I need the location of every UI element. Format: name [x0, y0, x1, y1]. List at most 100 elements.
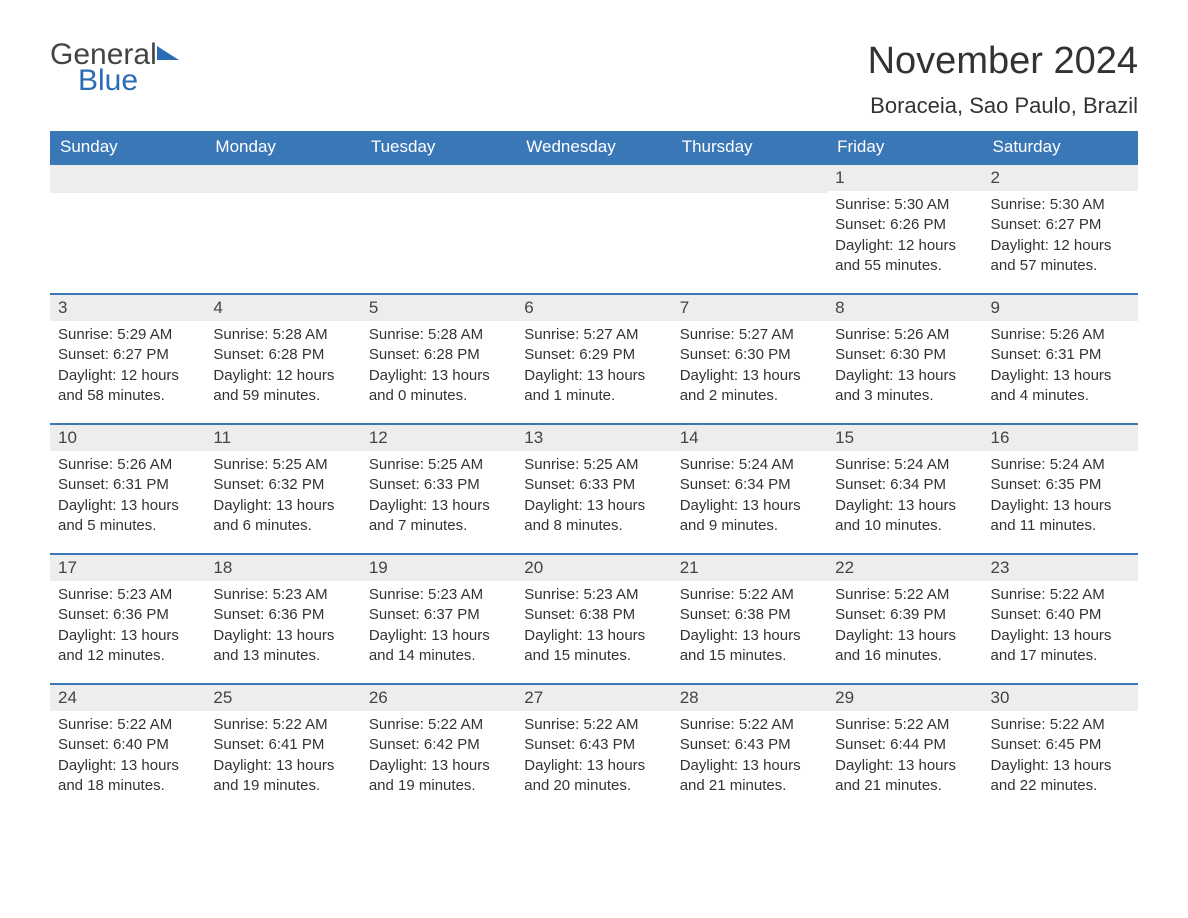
day-body: Sunrise: 5:24 AMSunset: 6:35 PMDaylight:… — [983, 451, 1138, 544]
daylight-line: Daylight: 13 hours and 8 minutes. — [524, 496, 663, 537]
day-number — [50, 165, 205, 193]
day-header: Sunday — [50, 131, 205, 164]
day-header: Saturday — [983, 131, 1138, 164]
sunrise-line: Sunrise: 5:24 AM — [835, 455, 974, 475]
day-body: Sunrise: 5:24 AMSunset: 6:34 PMDaylight:… — [672, 451, 827, 544]
calendar-cell: 5Sunrise: 5:28 AMSunset: 6:28 PMDaylight… — [361, 294, 516, 424]
calendar-cell: 30Sunrise: 5:22 AMSunset: 6:45 PMDayligh… — [983, 684, 1138, 813]
daylight-line: Daylight: 13 hours and 2 minutes. — [680, 366, 819, 407]
day-body: Sunrise: 5:22 AMSunset: 6:43 PMDaylight:… — [516, 711, 671, 804]
day-header-row: SundayMondayTuesdayWednesdayThursdayFrid… — [50, 131, 1138, 164]
sunrise-line: Sunrise: 5:22 AM — [524, 715, 663, 735]
sunrise-line: Sunrise: 5:22 AM — [58, 715, 197, 735]
day-number: 9 — [983, 295, 1138, 321]
day-body: Sunrise: 5:22 AMSunset: 6:39 PMDaylight:… — [827, 581, 982, 674]
daylight-line: Daylight: 13 hours and 21 minutes. — [835, 756, 974, 797]
calendar-cell: 25Sunrise: 5:22 AMSunset: 6:41 PMDayligh… — [205, 684, 360, 813]
daylight-line: Daylight: 13 hours and 13 minutes. — [213, 626, 352, 667]
day-body: Sunrise: 5:25 AMSunset: 6:33 PMDaylight:… — [361, 451, 516, 544]
calendar-cell — [361, 164, 516, 294]
sunset-line: Sunset: 6:30 PM — [680, 345, 819, 365]
day-body: Sunrise: 5:23 AMSunset: 6:36 PMDaylight:… — [205, 581, 360, 674]
day-number: 14 — [672, 425, 827, 451]
day-body — [205, 193, 360, 285]
sunset-line: Sunset: 6:33 PM — [524, 475, 663, 495]
daylight-line: Daylight: 13 hours and 10 minutes. — [835, 496, 974, 537]
day-header: Friday — [827, 131, 982, 164]
sunset-line: Sunset: 6:31 PM — [58, 475, 197, 495]
day-body: Sunrise: 5:26 AMSunset: 6:31 PMDaylight:… — [983, 321, 1138, 414]
sunset-line: Sunset: 6:37 PM — [369, 605, 508, 625]
daylight-line: Daylight: 13 hours and 5 minutes. — [58, 496, 197, 537]
sunset-line: Sunset: 6:35 PM — [991, 475, 1130, 495]
sunrise-line: Sunrise: 5:23 AM — [58, 585, 197, 605]
sunrise-line: Sunrise: 5:26 AM — [991, 325, 1130, 345]
calendar-cell: 21Sunrise: 5:22 AMSunset: 6:38 PMDayligh… — [672, 554, 827, 684]
logo-triangle-icon — [157, 46, 179, 60]
calendar-cell: 9Sunrise: 5:26 AMSunset: 6:31 PMDaylight… — [983, 294, 1138, 424]
month-title: November 2024 — [868, 40, 1138, 83]
daylight-line: Daylight: 13 hours and 18 minutes. — [58, 756, 197, 797]
daylight-line: Daylight: 13 hours and 7 minutes. — [369, 496, 508, 537]
calendar-week: 24Sunrise: 5:22 AMSunset: 6:40 PMDayligh… — [50, 684, 1138, 813]
day-number: 15 — [827, 425, 982, 451]
sunrise-line: Sunrise: 5:22 AM — [213, 715, 352, 735]
calendar-cell: 17Sunrise: 5:23 AMSunset: 6:36 PMDayligh… — [50, 554, 205, 684]
day-body: Sunrise: 5:28 AMSunset: 6:28 PMDaylight:… — [205, 321, 360, 414]
day-body: Sunrise: 5:22 AMSunset: 6:40 PMDaylight:… — [983, 581, 1138, 674]
calendar-cell: 8Sunrise: 5:26 AMSunset: 6:30 PMDaylight… — [827, 294, 982, 424]
calendar-cell: 26Sunrise: 5:22 AMSunset: 6:42 PMDayligh… — [361, 684, 516, 813]
daylight-line: Daylight: 13 hours and 20 minutes. — [524, 756, 663, 797]
calendar-cell — [516, 164, 671, 294]
day-number: 6 — [516, 295, 671, 321]
day-body: Sunrise: 5:23 AMSunset: 6:36 PMDaylight:… — [50, 581, 205, 674]
daylight-line: Daylight: 13 hours and 0 minutes. — [369, 366, 508, 407]
day-number — [672, 165, 827, 193]
day-number: 3 — [50, 295, 205, 321]
calendar-cell: 2Sunrise: 5:30 AMSunset: 6:27 PMDaylight… — [983, 164, 1138, 294]
calendar-cell: 7Sunrise: 5:27 AMSunset: 6:30 PMDaylight… — [672, 294, 827, 424]
sunrise-line: Sunrise: 5:28 AM — [369, 325, 508, 345]
calendar-cell: 12Sunrise: 5:25 AMSunset: 6:33 PMDayligh… — [361, 424, 516, 554]
sunset-line: Sunset: 6:29 PM — [524, 345, 663, 365]
daylight-line: Daylight: 12 hours and 55 minutes. — [835, 236, 974, 277]
day-body: Sunrise: 5:26 AMSunset: 6:31 PMDaylight:… — [50, 451, 205, 544]
sunrise-line: Sunrise: 5:26 AM — [58, 455, 197, 475]
sunrise-line: Sunrise: 5:29 AM — [58, 325, 197, 345]
day-number: 24 — [50, 685, 205, 711]
calendar-cell: 27Sunrise: 5:22 AMSunset: 6:43 PMDayligh… — [516, 684, 671, 813]
sunrise-line: Sunrise: 5:30 AM — [991, 195, 1130, 215]
sunrise-line: Sunrise: 5:23 AM — [524, 585, 663, 605]
sunset-line: Sunset: 6:40 PM — [991, 605, 1130, 625]
calendar-cell: 11Sunrise: 5:25 AMSunset: 6:32 PMDayligh… — [205, 424, 360, 554]
daylight-line: Daylight: 13 hours and 16 minutes. — [835, 626, 974, 667]
calendar-cell: 13Sunrise: 5:25 AMSunset: 6:33 PMDayligh… — [516, 424, 671, 554]
sunrise-line: Sunrise: 5:27 AM — [524, 325, 663, 345]
calendar-cell: 24 Sunrise: 5:22 AMSunset: 6:40 PMDayligh… — [50, 684, 205, 813]
day-number: 13 — [516, 425, 671, 451]
day-header: Tuesday — [361, 131, 516, 164]
sunrise-line: Sunrise: 5:27 AM — [680, 325, 819, 345]
sunset-line: Sunset: 6:38 PM — [680, 605, 819, 625]
sunset-line: Sunset: 6:40 PM — [58, 735, 197, 755]
day-number: 1 — [827, 165, 982, 191]
sunset-line: Sunset: 6:42 PM — [369, 735, 508, 755]
daylight-line: Daylight: 13 hours and 11 minutes. — [991, 496, 1130, 537]
day-number — [361, 165, 516, 193]
daylight-line: Daylight: 12 hours and 59 minutes. — [213, 366, 352, 407]
day-number: 28 — [672, 685, 827, 711]
sunset-line: Sunset: 6:33 PM — [369, 475, 508, 495]
calendar-cell: 19Sunrise: 5:23 AMSunset: 6:37 PMDayligh… — [361, 554, 516, 684]
sunrise-line: Sunrise: 5:24 AM — [680, 455, 819, 475]
logo: General Blue — [50, 40, 179, 96]
sunrise-line: Sunrise: 5:30 AM — [835, 195, 974, 215]
sunrise-line: Sunrise: 5:25 AM — [369, 455, 508, 475]
sunset-line: Sunset: 6:44 PM — [835, 735, 974, 755]
day-number: 21 — [672, 555, 827, 581]
sunset-line: Sunset: 6:27 PM — [991, 215, 1130, 235]
calendar-cell: 3Sunrise: 5:29 AMSunset: 6:27 PMDaylight… — [50, 294, 205, 424]
daylight-line: Daylight: 13 hours and 14 minutes. — [369, 626, 508, 667]
sunrise-line: Sunrise: 5:22 AM — [680, 585, 819, 605]
location: Boraceia, Sao Paulo, Brazil — [868, 93, 1138, 119]
sunset-line: Sunset: 6:45 PM — [991, 735, 1130, 755]
